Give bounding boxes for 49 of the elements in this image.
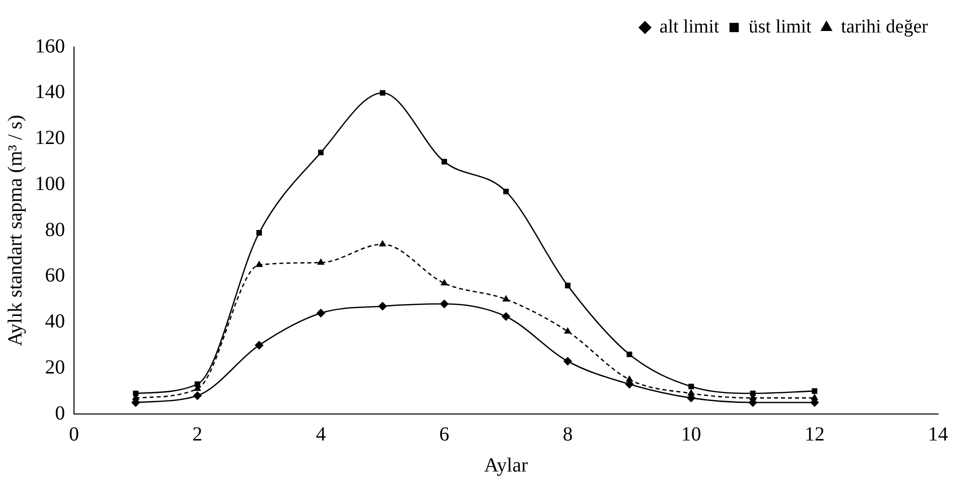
x-axis-title: Aylar (484, 454, 528, 476)
point (564, 328, 571, 334)
point (502, 312, 510, 321)
point (318, 150, 324, 156)
y-tick-label: 60 (45, 264, 65, 287)
x-tick-label: 2 (192, 423, 202, 446)
point (812, 388, 818, 394)
point (688, 390, 694, 396)
point (811, 394, 818, 400)
point (502, 296, 510, 302)
y-tick-label: 160 (35, 35, 65, 58)
y-axis-title: Aylık standart sapma (m³ / s) (4, 114, 26, 346)
y-tick-label: 100 (35, 172, 65, 195)
y-tick-label: 20 (45, 356, 65, 378)
x-tick-label: 6 (439, 423, 450, 446)
point (688, 384, 694, 390)
y-tick-label: 0 (55, 402, 65, 424)
x-tick-label: 0 (69, 423, 79, 446)
x-tick-label: 8 (562, 423, 573, 446)
x-tick-label: 10 (681, 423, 702, 446)
point (132, 390, 138, 396)
point (378, 302, 387, 310)
point (564, 282, 570, 288)
x-tick-label: 14 (928, 423, 948, 446)
legend-label: tarihi değer (840, 16, 929, 38)
x-tick-label: 12 (804, 423, 825, 446)
point (316, 308, 326, 318)
point (193, 392, 202, 400)
point (442, 158, 448, 164)
point (380, 90, 386, 96)
y-tick-label: 120 (35, 127, 65, 149)
point (194, 381, 200, 387)
legend-label: üst limit (748, 16, 812, 38)
legend-label: alt limit (660, 16, 720, 38)
point (503, 188, 509, 194)
point (441, 280, 448, 286)
point (256, 230, 262, 236)
y-tick-label: 140 (35, 81, 65, 104)
point (379, 240, 386, 246)
point (318, 258, 324, 265)
y-tick-label: 40 (45, 310, 65, 332)
point (564, 357, 572, 366)
point (256, 261, 262, 268)
point (254, 341, 264, 350)
point (750, 390, 756, 396)
point (440, 300, 448, 308)
y-tick-label: 80 (45, 218, 65, 241)
x-tick-label: 4 (316, 423, 326, 446)
point (626, 352, 632, 358)
